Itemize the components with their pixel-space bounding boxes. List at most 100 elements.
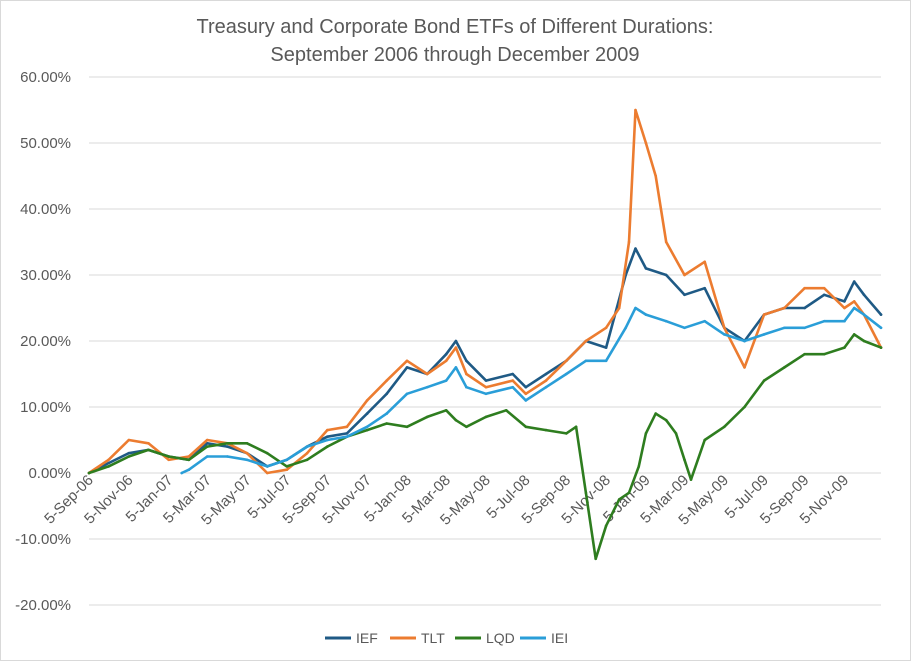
data-point-iei bbox=[365, 425, 369, 429]
data-point-iei bbox=[465, 385, 468, 389]
data-point-tlt bbox=[584, 339, 588, 343]
data-point-ief bbox=[683, 293, 686, 297]
data-point-ief bbox=[644, 267, 648, 270]
data-point-lqd bbox=[689, 478, 693, 481]
data-point-tlt bbox=[743, 366, 746, 369]
data-point-lqd bbox=[187, 458, 191, 462]
series-line-iei bbox=[180, 306, 883, 475]
data-point-lqd bbox=[226, 442, 229, 445]
data-point-lqd bbox=[743, 405, 746, 409]
data-point-tlt bbox=[245, 451, 249, 455]
data-point-iei bbox=[862, 313, 866, 316]
data-point-iei bbox=[326, 438, 329, 442]
legend: IEF TLT LQD IEI bbox=[325, 630, 568, 646]
data-point-lqd bbox=[305, 458, 309, 462]
data-point-lqd bbox=[385, 422, 389, 425]
data-point-ief bbox=[843, 300, 846, 303]
y-tick-label: 10.00% bbox=[20, 399, 71, 416]
data-point-lqd bbox=[544, 428, 548, 432]
data-point-lqd bbox=[326, 445, 329, 448]
data-point-tlt bbox=[385, 379, 389, 382]
series-line-tlt bbox=[87, 108, 883, 475]
data-point-lqd bbox=[285, 465, 289, 468]
data-point-ief bbox=[226, 445, 229, 448]
data-point-iei bbox=[484, 392, 488, 396]
data-point-tlt bbox=[627, 240, 631, 244]
data-point-lqd bbox=[683, 458, 686, 462]
data-point-iei bbox=[524, 399, 528, 402]
y-tick-label: -20.00% bbox=[15, 597, 71, 614]
data-point-lqd bbox=[524, 425, 528, 429]
data-point-tlt bbox=[762, 313, 766, 316]
data-point-lqd bbox=[365, 428, 369, 432]
data-point-ief bbox=[544, 372, 548, 376]
data-point-iei bbox=[226, 455, 229, 458]
data-point-iei bbox=[783, 326, 786, 330]
data-point-iei bbox=[245, 458, 249, 462]
data-point-lqd bbox=[127, 455, 131, 458]
data-point-iei bbox=[345, 435, 349, 439]
data-point-lqd bbox=[822, 352, 826, 356]
data-point-tlt bbox=[425, 372, 429, 376]
data-point-lqd bbox=[644, 432, 648, 435]
y-tick-label: 20.00% bbox=[20, 333, 71, 350]
data-point-ief bbox=[205, 442, 209, 445]
data-point-iei bbox=[879, 326, 883, 330]
data-point-lqd bbox=[803, 352, 806, 356]
data-point-ief bbox=[524, 385, 528, 389]
data-point-iei bbox=[205, 455, 209, 458]
data-point-tlt bbox=[634, 108, 637, 112]
legend-label-tlt: TLT bbox=[421, 630, 445, 646]
series-line-lqd bbox=[87, 333, 883, 561]
data-point-lqd bbox=[617, 498, 621, 501]
data-point-lqd bbox=[852, 333, 856, 336]
data-point-ief bbox=[803, 306, 806, 310]
data-point-tlt bbox=[465, 372, 468, 376]
data-point-tlt bbox=[852, 300, 856, 303]
data-point-iei bbox=[644, 313, 648, 316]
data-point-tlt bbox=[783, 306, 786, 310]
data-point-tlt bbox=[147, 442, 150, 445]
data-point-ief bbox=[703, 286, 707, 290]
gridlines bbox=[89, 76, 881, 606]
data-point-lqd bbox=[454, 418, 458, 422]
data-point-tlt bbox=[664, 240, 668, 244]
data-point-lqd bbox=[405, 425, 409, 429]
data-point-tlt bbox=[285, 468, 289, 472]
data-point-tlt bbox=[454, 346, 458, 349]
data-point-lqd bbox=[147, 448, 150, 452]
data-point-lqd bbox=[564, 432, 568, 435]
data-point-tlt bbox=[265, 471, 269, 475]
data-point-iei bbox=[703, 319, 707, 323]
data-point-iei bbox=[722, 333, 726, 336]
data-point-iei bbox=[664, 319, 668, 323]
data-point-iei bbox=[803, 326, 806, 330]
data-point-iei bbox=[634, 306, 637, 310]
data-point-lqd bbox=[584, 491, 588, 495]
chart-title-line-1: Treasury and Corporate Bond ETFs of Diff… bbox=[197, 16, 714, 38]
data-point-tlt bbox=[683, 273, 686, 277]
data-point-iei bbox=[852, 306, 856, 310]
data-point-tlt bbox=[305, 451, 309, 455]
data-point-tlt bbox=[722, 326, 726, 330]
data-point-ief bbox=[405, 366, 409, 369]
data-point-lqd bbox=[245, 442, 249, 445]
data-point-tlt bbox=[524, 392, 528, 396]
data-point-iei bbox=[604, 359, 608, 363]
data-point-iei bbox=[544, 385, 548, 389]
y-tick-label: 50.00% bbox=[20, 135, 71, 152]
data-point-lqd bbox=[205, 445, 209, 448]
data-point-lqd bbox=[444, 409, 448, 412]
x-axis-tick-labels: 5-Sep-065-Nov-065-Jan-075-Mar-075-May-07… bbox=[41, 472, 852, 529]
data-point-ief bbox=[107, 461, 110, 465]
data-point-ief bbox=[822, 293, 826, 297]
y-tick-label: 0.00% bbox=[28, 465, 71, 482]
y-axis-tick-labels: -20.00% -10.00% 0.00% 10.00% 20.00% 30.00% 40.… bbox=[15, 69, 71, 614]
data-point-lqd bbox=[504, 409, 508, 412]
data-point-iei bbox=[843, 319, 846, 323]
data-point-tlt bbox=[564, 359, 568, 363]
data-point-lqd bbox=[604, 524, 608, 528]
data-point-iei bbox=[762, 333, 766, 336]
